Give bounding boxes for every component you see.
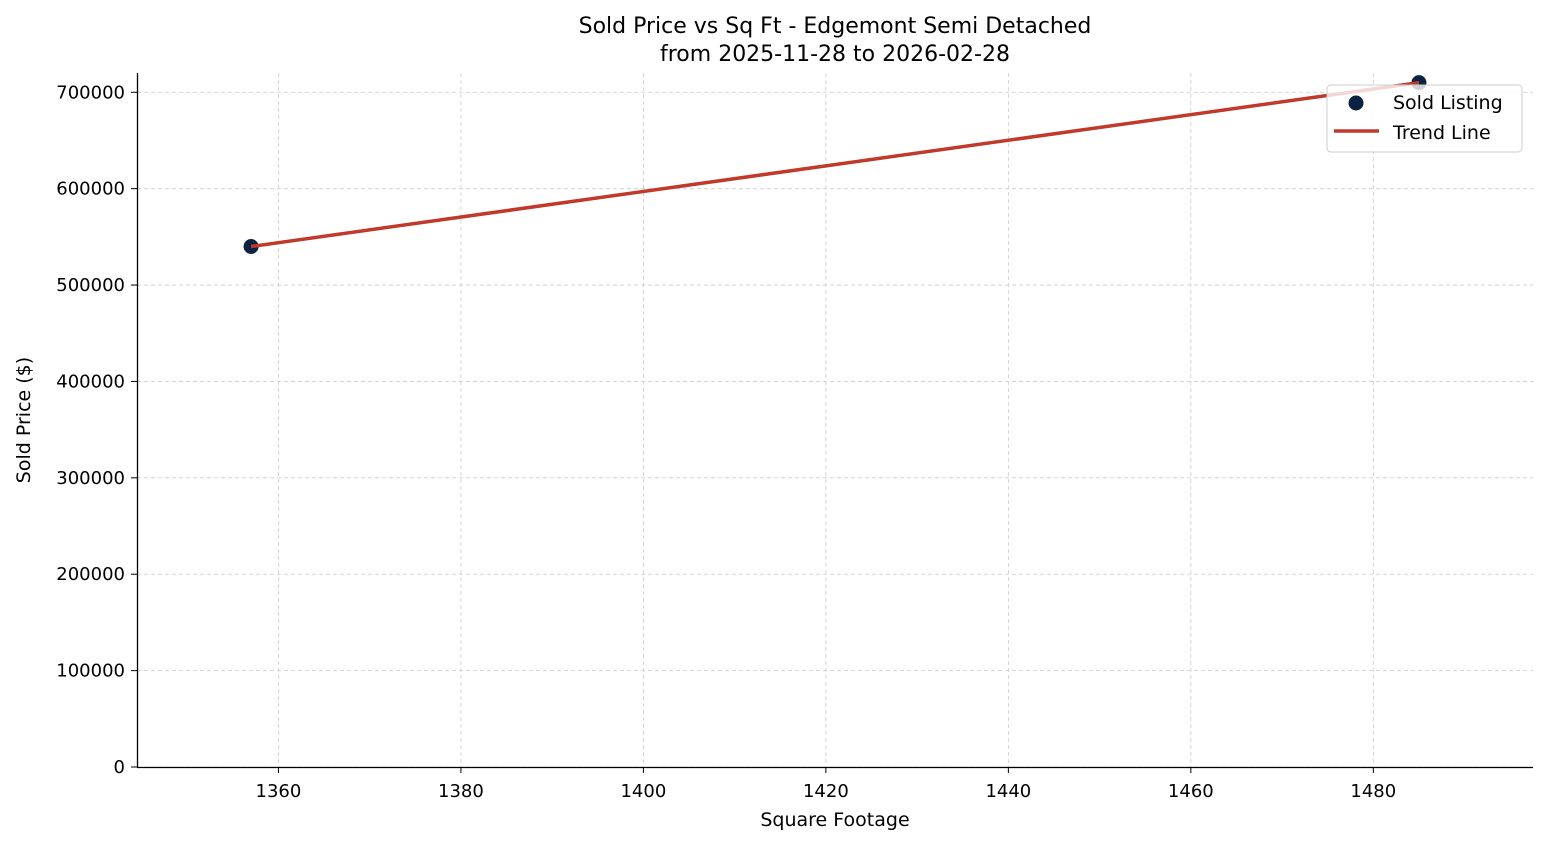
y-tick-label: 400000 xyxy=(56,371,125,392)
y-axis-label: Sold Price ($) xyxy=(13,357,35,483)
x-tick-label: 1360 xyxy=(256,781,302,802)
legend-marker-sold-listing xyxy=(1348,95,1364,111)
x-tick-label: 1440 xyxy=(985,781,1031,802)
chart-subtitle: from 2025-11-28 to 2026-02-28 xyxy=(660,42,1010,67)
legend-label-trend-line: Trend Line xyxy=(1392,122,1491,144)
legend-label-sold-listing: Sold Listing xyxy=(1393,92,1503,114)
x-tick-label: 1400 xyxy=(620,781,666,802)
y-tick-label: 0 xyxy=(114,757,125,778)
x-tick-label: 1460 xyxy=(1168,781,1214,802)
x-tick-label: 1480 xyxy=(1350,781,1396,802)
chart-title: Sold Price vs Sq Ft - Edgemont Semi Deta… xyxy=(579,14,1092,39)
y-tick-label: 600000 xyxy=(56,179,125,200)
y-tick-label: 200000 xyxy=(56,564,125,585)
y-tick-label: 300000 xyxy=(56,468,125,489)
trend-line xyxy=(250,80,1420,249)
y-tick-label: 700000 xyxy=(56,82,125,103)
x-axis-label: Square Footage xyxy=(760,809,909,831)
y-tick-label: 500000 xyxy=(56,275,125,296)
y-tick-label: 100000 xyxy=(56,661,125,682)
x-tick-label: 1420 xyxy=(803,781,849,802)
legend: Sold Listing Trend Line xyxy=(1326,84,1523,153)
x-tick-label: 1380 xyxy=(438,781,484,802)
